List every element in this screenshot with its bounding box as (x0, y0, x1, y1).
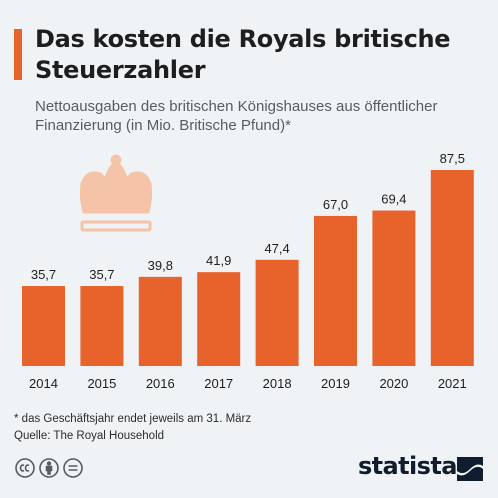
category-label-2015: 2015 (87, 376, 116, 391)
nd-icon[interactable] (63, 458, 83, 478)
bar-2019 (314, 215, 357, 366)
bar-2018 (255, 259, 299, 366)
by-icon[interactable] (39, 458, 59, 478)
bar-2014 (22, 286, 65, 366)
brand-name: statista (358, 452, 457, 480)
source-line: Quelle: The Royal Household (14, 430, 165, 442)
statista-logo-icon (457, 457, 483, 481)
statista-logo[interactable]: statista (358, 450, 488, 486)
value-label-2016: 39,8 (148, 258, 173, 273)
category-label-2018: 2018 (263, 376, 292, 391)
bar-2021 (430, 170, 474, 366)
footnote-note: * das Geschäftsjahr endet jeweils am 31.… (14, 413, 252, 425)
footnote: * das Geschäftsjahr endet jeweils am 31.… (14, 411, 251, 445)
value-label-2021: 87,5 (440, 151, 465, 166)
chart-subtitle: Nettoausgaben des britischen Königshause… (35, 98, 438, 134)
bar-2017 (197, 272, 241, 366)
category-label-2020: 2020 (379, 376, 408, 391)
bar-2016 (138, 276, 182, 366)
bar-2020 (372, 210, 416, 366)
title-accent-bar (14, 29, 22, 80)
value-label-2015: 35,7 (89, 267, 114, 282)
value-label-2018: 47,4 (264, 241, 289, 256)
value-label-2014: 35,7 (31, 267, 56, 282)
value-label-2017: 41,9 (206, 253, 231, 268)
category-label-2017: 2017 (204, 376, 233, 391)
cc-icon[interactable] (15, 458, 35, 478)
category-label-2021: 2021 (438, 376, 467, 391)
value-label-2020: 69,4 (381, 192, 406, 207)
category-label-2019: 2019 (321, 376, 350, 391)
license-icons[interactable] (14, 456, 104, 480)
bar-2015 (80, 286, 124, 366)
crown-icon (79, 154, 153, 232)
value-label-2019: 67,0 (323, 197, 348, 212)
category-label-2014: 2014 (29, 376, 58, 391)
category-label-2016: 2016 (146, 376, 175, 391)
chart-title: Das kosten die Royals britische Steuerza… (35, 25, 451, 84)
